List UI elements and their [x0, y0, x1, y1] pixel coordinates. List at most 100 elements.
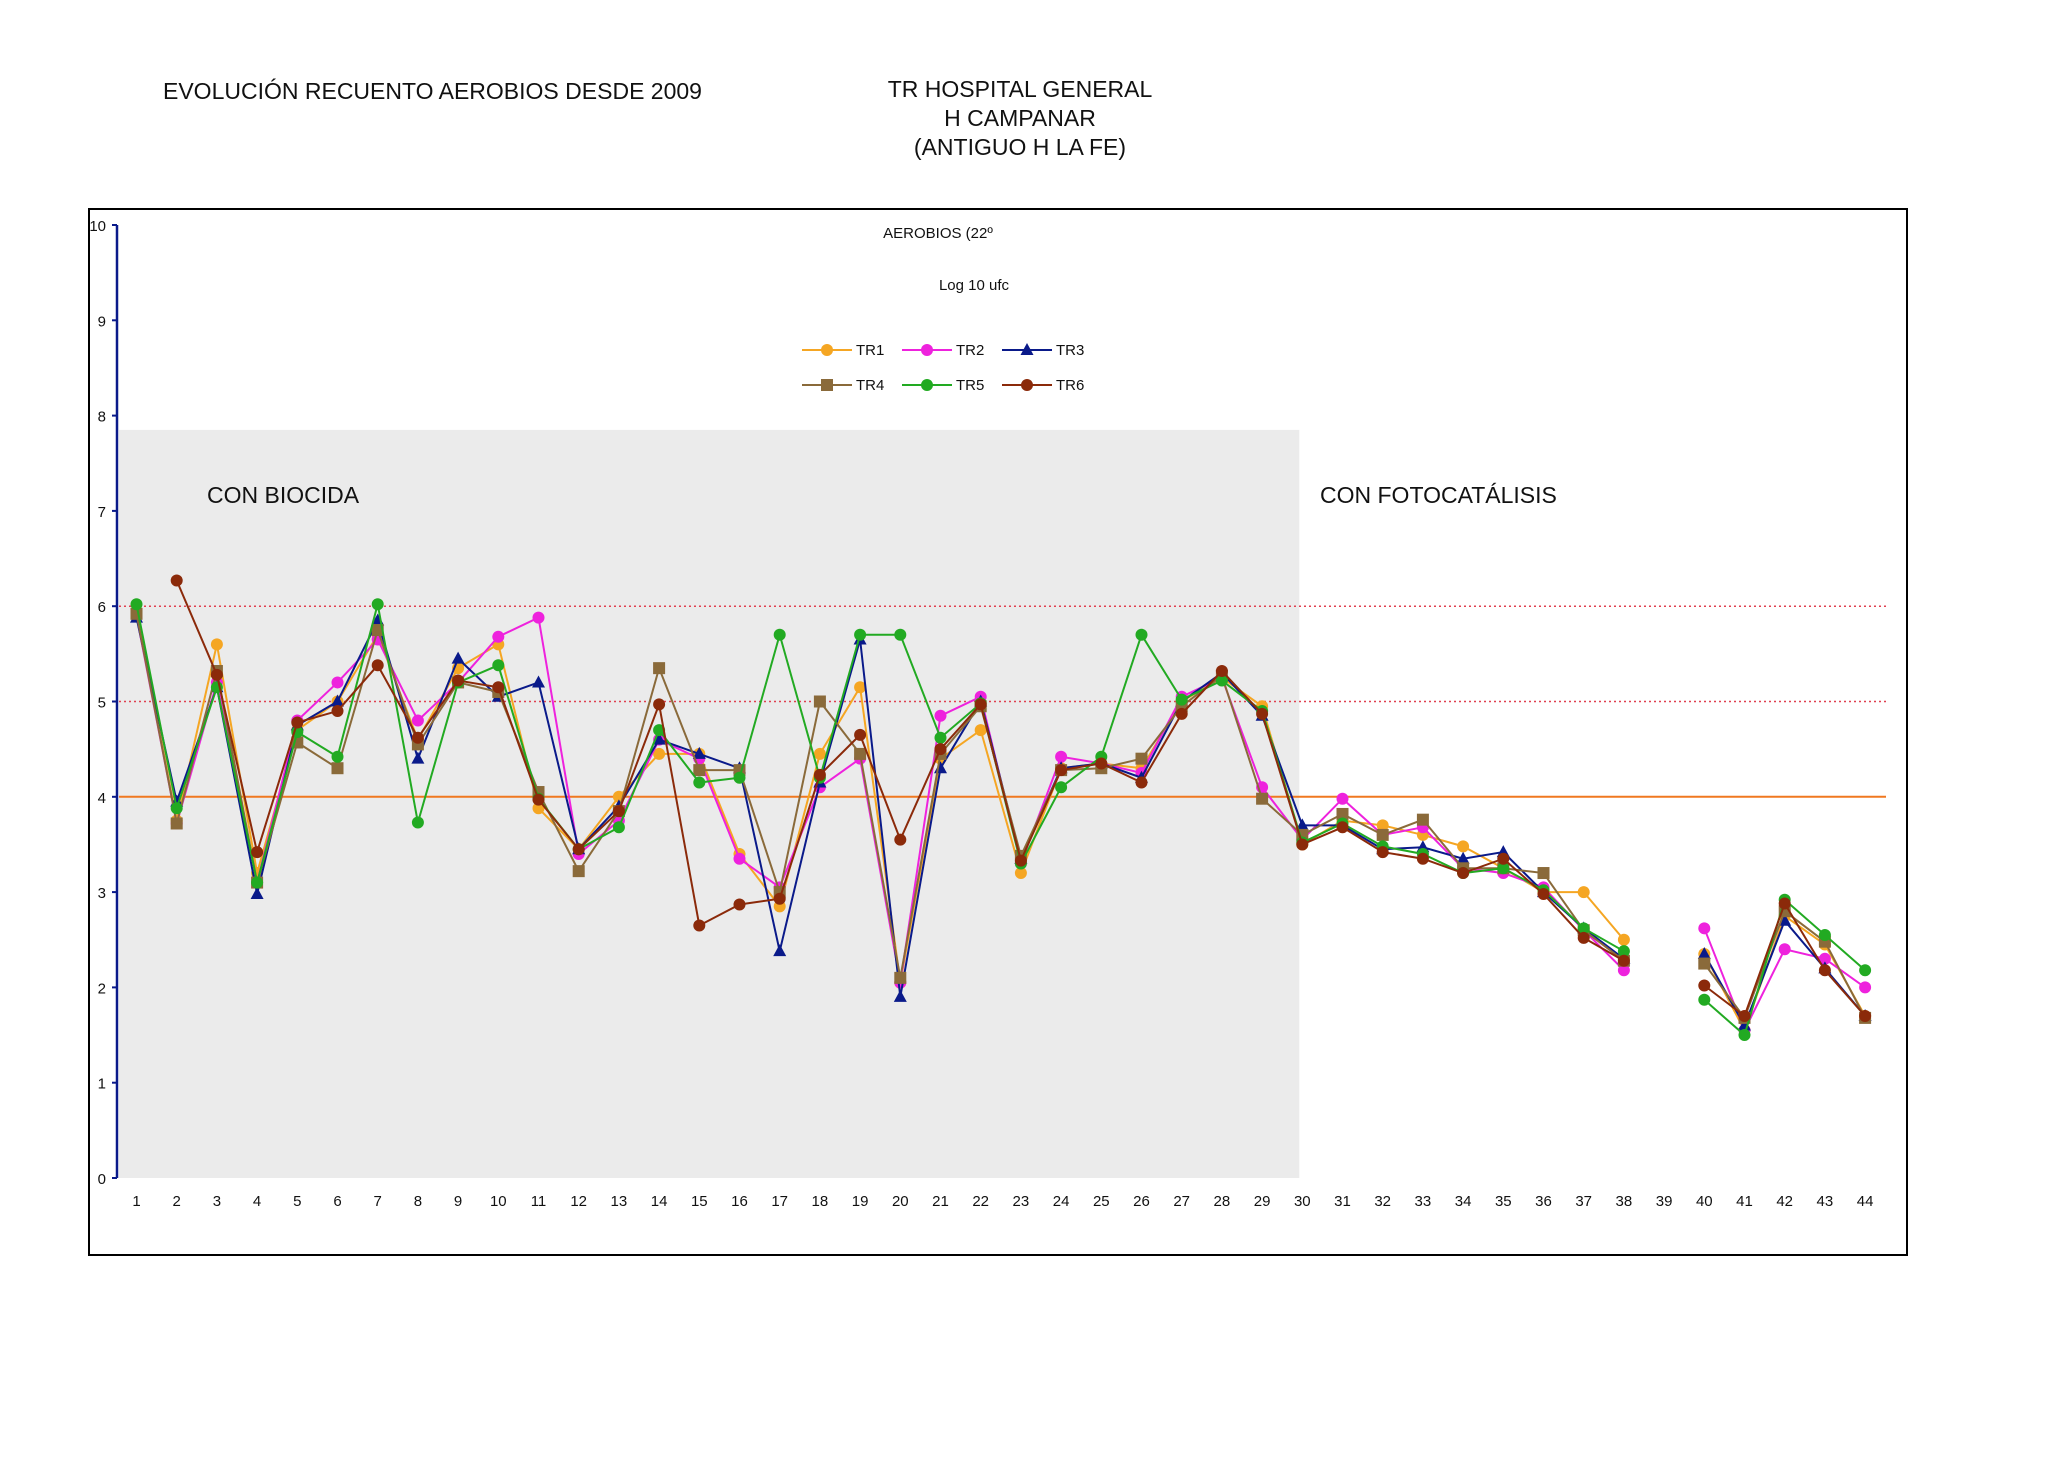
- data-point-TR6: [1376, 846, 1389, 859]
- x-tick-label: 36: [1535, 1193, 1552, 1210]
- x-tick-label: 12: [570, 1193, 587, 1210]
- data-point-TR6: [813, 768, 826, 781]
- y-tick-label: 1: [98, 1076, 106, 1093]
- data-point-TR6: [1457, 867, 1470, 880]
- data-point-TR4: [1376, 828, 1389, 841]
- x-tick-label: 32: [1374, 1193, 1391, 1210]
- data-point-TR6: [1095, 757, 1108, 770]
- data-point-TR5: [1698, 993, 1711, 1006]
- legend-item-TR5: TR5: [902, 377, 984, 394]
- data-point-TR4: [331, 762, 344, 775]
- data-point-TR5: [894, 628, 907, 641]
- data-point-TR4: [653, 662, 666, 675]
- x-tick-label: 8: [414, 1193, 422, 1210]
- x-tick-label: 28: [1214, 1193, 1231, 1210]
- data-point-TR6: [1296, 838, 1309, 851]
- data-point-TR5: [1497, 862, 1510, 875]
- data-point-TR6: [773, 892, 786, 905]
- region-label: CON FOTOCATÁLISIS: [1320, 482, 1557, 508]
- data-point-TR5: [854, 628, 867, 641]
- heading-right-line-2: H CAMPANAR: [944, 105, 1096, 131]
- data-point-TR6: [1135, 776, 1148, 789]
- chart-subtitle: Log 10 ufc: [939, 277, 1010, 294]
- x-tick-label: 42: [1776, 1193, 1793, 1210]
- data-point-TR6: [452, 674, 465, 687]
- legend-swatch-marker: [1021, 379, 1033, 391]
- data-point-TR2: [1778, 943, 1791, 956]
- x-tick-label: 2: [173, 1193, 181, 1210]
- data-point-TR4: [371, 624, 384, 637]
- data-point-TR4: [854, 747, 867, 760]
- data-point-TR3: [1456, 851, 1470, 864]
- x-tick-label: 1: [132, 1193, 140, 1210]
- heading-right-line-1: TR HOSPITAL GENERAL: [887, 76, 1153, 102]
- data-point-TR6: [894, 833, 907, 846]
- data-point-TR5: [653, 724, 666, 737]
- legend-swatch-marker: [821, 344, 833, 356]
- data-point-TR4: [813, 695, 826, 708]
- data-point-TR6: [1698, 979, 1711, 992]
- chart-frame: [88, 208, 1908, 1256]
- data-point-TR5: [1577, 922, 1590, 935]
- data-point-TR6: [1336, 821, 1349, 834]
- x-tick-label: 43: [1817, 1193, 1834, 1210]
- data-point-TR3: [532, 675, 545, 688]
- data-point-TR6: [1055, 764, 1068, 777]
- data-point-TR3: [1295, 818, 1309, 831]
- legend-label: TR1: [856, 342, 884, 359]
- x-tick-label: 40: [1696, 1193, 1713, 1210]
- data-point-TR2: [1055, 750, 1068, 763]
- data-point-TR1: [1457, 840, 1470, 853]
- x-tick-label: 22: [972, 1193, 989, 1210]
- data-point-TR1: [1014, 867, 1027, 880]
- data-point-TR6: [411, 731, 424, 744]
- x-tick-label: 7: [374, 1193, 382, 1210]
- legend-label: TR5: [956, 377, 984, 394]
- data-point-TR6: [492, 681, 505, 694]
- data-point-TR2: [934, 709, 947, 722]
- x-tick-label: 9: [454, 1193, 462, 1210]
- x-tick-label: 33: [1415, 1193, 1432, 1210]
- data-point-TR6: [1175, 707, 1188, 720]
- x-tick-label: 21: [932, 1193, 949, 1210]
- data-point-TR3: [1778, 913, 1792, 926]
- data-point-TR6: [291, 716, 304, 729]
- data-point-TR3: [411, 751, 425, 764]
- chart-heading-right: TR HOSPITAL GENERAL H CAMPANAR (ANTIGUO …: [845, 75, 1195, 162]
- legend-label: TR4: [856, 377, 884, 394]
- data-point-TR1: [210, 638, 223, 651]
- y-tick-label: 9: [98, 313, 106, 330]
- data-point-TR2: [1698, 922, 1711, 935]
- data-point-TR3: [652, 732, 666, 745]
- data-point-TR6: [170, 574, 183, 587]
- data-point-TR3: [451, 651, 465, 664]
- data-point-TR5: [170, 802, 183, 815]
- data-point-TR3: [331, 694, 344, 707]
- data-point-TR5: [1738, 1029, 1751, 1042]
- x-tick-label: 15: [691, 1193, 708, 1210]
- data-point-TR6: [693, 919, 706, 932]
- x-tick-label: 14: [651, 1193, 668, 1210]
- data-point-TR4: [1537, 867, 1550, 880]
- x-tick-label: 16: [731, 1193, 748, 1210]
- region-label: CON BIOCIDA: [207, 482, 360, 508]
- x-tick-label: 5: [293, 1193, 301, 1210]
- shaded-region-1: [119, 429, 1300, 1178]
- data-point-TR6: [1818, 964, 1831, 977]
- data-point-TR5: [130, 598, 143, 611]
- data-point-TR6: [854, 728, 867, 741]
- data-point-TR6: [572, 843, 585, 856]
- data-point-TR6: [1215, 665, 1228, 678]
- legend-swatch-marker: [1020, 343, 1034, 355]
- data-point-TR2: [1818, 952, 1831, 965]
- legend-swatch-marker: [921, 344, 933, 356]
- legend-item-TR6: TR6: [1002, 377, 1084, 394]
- x-tick-label: 4: [253, 1193, 261, 1210]
- data-point-TR3: [773, 944, 787, 957]
- data-point-TR5: [1617, 945, 1630, 958]
- legend-swatch-marker: [921, 379, 933, 391]
- x-tick-label: 41: [1736, 1193, 1753, 1210]
- y-tick-label: 4: [98, 790, 106, 807]
- data-point-TR6: [1859, 1009, 1872, 1022]
